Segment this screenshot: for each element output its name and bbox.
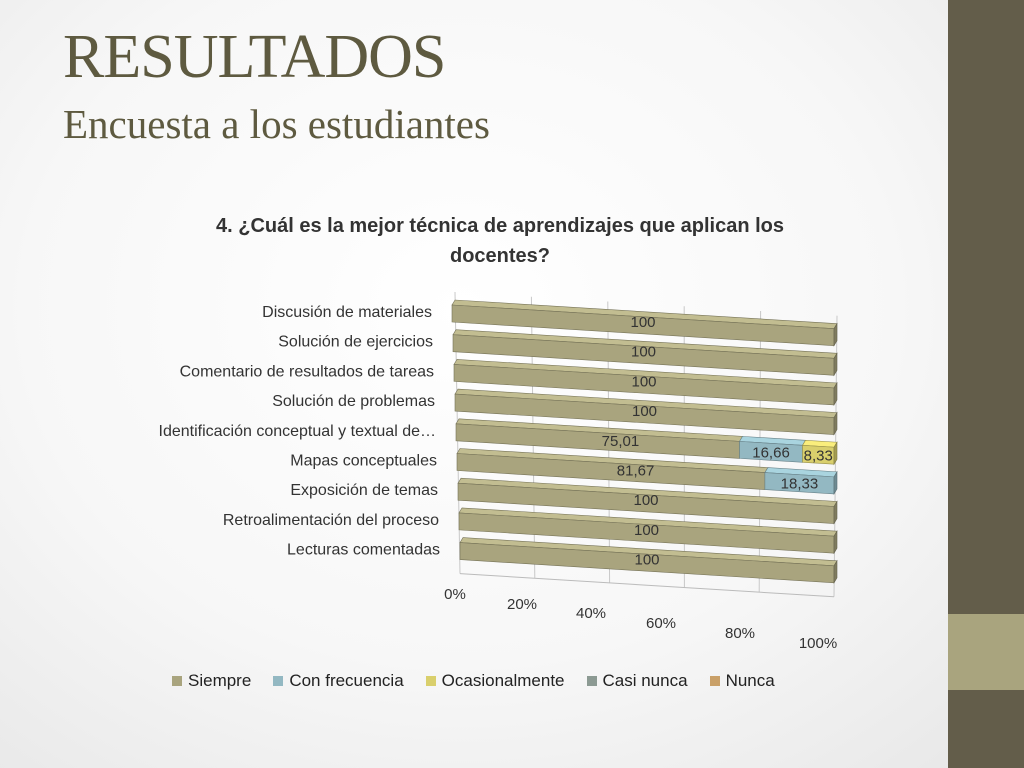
legend-label: Nunca	[725, 671, 775, 690]
category-label: Identificación conceptual y textual de…	[159, 423, 437, 440]
chart-title-line-2: docentes?	[449, 245, 551, 267]
x-tick-label: 100%	[799, 635, 837, 652]
bar-end-cap	[833, 322, 838, 347]
data-label: 100	[631, 344, 656, 361]
legend-swatch	[709, 676, 720, 686]
legend-item: Con frecuencia	[273, 671, 404, 691]
legend-label: Siempre	[188, 671, 252, 690]
data-label: 100	[632, 403, 657, 420]
category-label: Discusión de materiales	[262, 304, 432, 321]
bar-end-cap	[833, 470, 838, 495]
category-label: Retroalimentación del proceso	[223, 512, 439, 529]
legend-item: Siempre	[172, 671, 251, 691]
legend-label: Con frecuencia	[289, 671, 404, 690]
slide-subtitle: Encuesta a los estudiantes	[63, 101, 490, 147]
legend-item: Ocasionalmente	[425, 671, 565, 691]
legend-swatch	[172, 676, 182, 686]
legend-item: Nunca	[709, 671, 775, 691]
legend-swatch	[273, 676, 284, 686]
x-tick-label: 40%	[576, 605, 606, 622]
legend-swatch	[425, 676, 436, 686]
bar-end-cap	[833, 559, 838, 584]
x-tick-label: 20%	[507, 596, 537, 613]
legend-label: Casi nunca	[602, 671, 688, 690]
bar-end-cap	[833, 530, 838, 555]
data-label: 100	[630, 314, 655, 331]
x-tick-label: 60%	[646, 615, 676, 632]
x-tick-label: 80%	[725, 625, 755, 642]
data-label: 100	[633, 492, 658, 509]
bar-end-cap	[833, 352, 838, 377]
category-label: Solución de problemas	[272, 393, 435, 410]
data-label: 18,33	[781, 476, 819, 493]
bar-chart: 100 100 100 100 75,01 16,66 8,33 81,67 18,33 100 1…	[159, 291, 838, 652]
bar-end-cap	[833, 500, 838, 525]
data-label: 16,66	[752, 444, 790, 461]
category-label: Comentario de resultados de tareas	[180, 363, 434, 380]
slide-title: RESULTADOS	[63, 23, 446, 91]
category-label: Lecturas comentadas	[287, 542, 440, 559]
chart-title-line-1: 4. ¿Cuál es la mejor técnica de aprendiz…	[216, 215, 784, 237]
legend-label: Ocasionalmente	[441, 671, 565, 690]
bar-end-cap	[833, 411, 838, 436]
data-label: 81,67	[617, 463, 655, 480]
legend-swatch	[586, 676, 597, 686]
chart-title: 4. ¿Cuál es la mejor técnica de aprendiz…	[180, 211, 820, 271]
data-label: 75,01	[602, 433, 640, 450]
data-label: 100	[634, 552, 659, 569]
side-bar-accent	[948, 614, 1024, 690]
x-tick-label: 0%	[444, 586, 466, 603]
legend-item: Casi nunca	[586, 671, 688, 691]
data-label: 8,33	[804, 447, 833, 464]
data-label: 100	[634, 522, 659, 539]
x-axis-line	[459, 573, 835, 598]
bar-end-cap	[833, 441, 838, 466]
category-label: Solución de ejercicios	[278, 334, 433, 351]
category-label: Mapas conceptuales	[290, 453, 437, 470]
chart-legend: Siempre Con frecuencia Ocasionalmente Casi …	[172, 671, 775, 691]
data-label: 100	[631, 373, 656, 390]
bar-end-cap	[833, 381, 838, 407]
category-label: Exposición de temas	[290, 482, 438, 499]
